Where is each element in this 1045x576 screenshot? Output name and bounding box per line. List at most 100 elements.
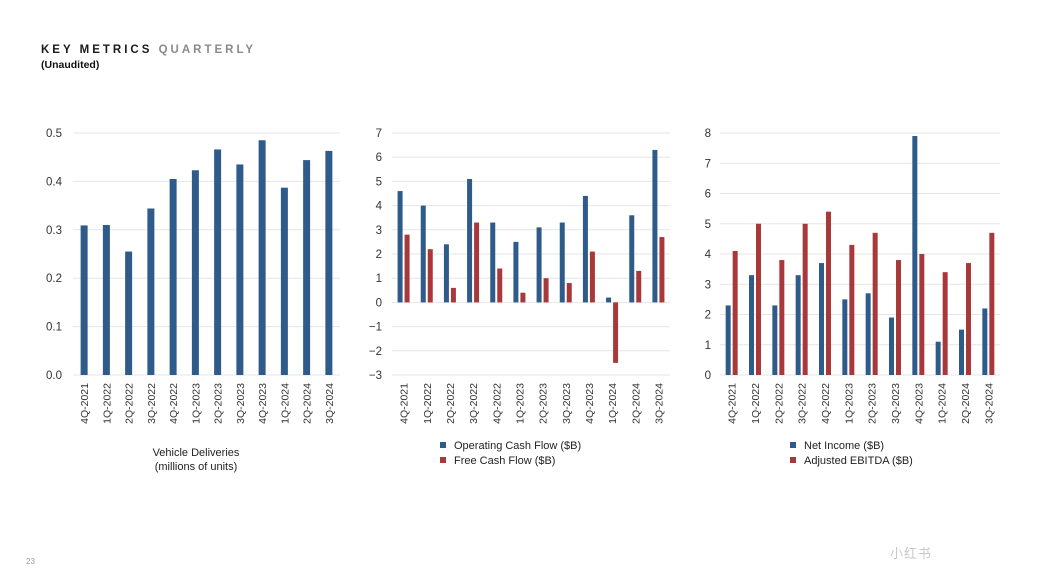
y-tick-label: −1	[369, 322, 382, 334]
x-tick-label: 3Q-2023	[890, 383, 902, 424]
watermark-logo: 小红书	[890, 546, 933, 561]
x-tick-label: 1Q-2023	[514, 383, 526, 424]
y-tick-label: 5	[376, 176, 382, 188]
bar	[490, 222, 496, 303]
x-tick-label: 4Q-2021	[727, 383, 739, 424]
x-tick-label: 1Q-2023	[190, 383, 202, 424]
bar	[732, 250, 738, 375]
bar	[652, 149, 658, 303]
bar	[802, 223, 808, 375]
bar	[80, 225, 88, 375]
bar	[397, 191, 403, 303]
page-number: 23	[26, 557, 35, 566]
x-tick-label: 4Q-2022	[491, 383, 503, 424]
bar	[629, 215, 635, 303]
page-header: KEY METRICS QUARTERLY (Unaudited)	[41, 44, 256, 71]
y-tick-label: 3	[705, 279, 711, 291]
title-secondary: QUARTERLY	[158, 44, 257, 56]
y-tick-label: 2	[705, 310, 711, 322]
bar	[795, 275, 801, 375]
x-tick-label: 2Q-2022	[773, 383, 785, 424]
bar	[896, 260, 901, 375]
x-tick-label: 2Q-2024	[302, 383, 314, 424]
y-tick-label: 4	[376, 201, 383, 213]
legend-label: Net Income ($B)	[804, 440, 884, 452]
title-primary: KEY METRICS	[41, 44, 153, 56]
legend-swatch	[790, 442, 796, 448]
y-tick-label: 0	[705, 370, 711, 382]
y-tick-label: 1	[376, 273, 382, 285]
legend-label: Adjusted EBITDA ($B)	[804, 455, 913, 467]
bar	[450, 287, 456, 303]
bar	[214, 149, 222, 375]
page-title: KEY METRICS QUARTERLY	[41, 44, 256, 56]
bar	[236, 164, 244, 375]
bar	[543, 278, 549, 303]
legend-label: Free Cash Flow ($B)	[454, 455, 555, 467]
x-tick-label: 3Q-2024	[983, 383, 995, 424]
x-tick-label: 2Q-2023	[213, 383, 225, 424]
x-tick-label: 3Q-2022	[468, 383, 480, 424]
y-tick-label: 0.3	[46, 225, 62, 237]
y-tick-label: 0.2	[46, 273, 62, 285]
bar	[749, 275, 754, 375]
bar	[826, 211, 831, 375]
y-tick-label: 6	[376, 152, 382, 164]
bar	[303, 160, 311, 375]
bar	[659, 237, 665, 303]
bar	[147, 208, 155, 375]
bar	[613, 302, 619, 363]
bar	[280, 187, 288, 375]
bar	[169, 178, 177, 375]
bar	[779, 260, 785, 375]
x-tick-label: 4Q-2022	[820, 383, 832, 424]
x-tick-label: 4Q-2023	[584, 383, 596, 424]
bar	[772, 305, 778, 375]
bar	[636, 270, 642, 303]
bar	[942, 272, 948, 375]
bar	[919, 254, 925, 375]
x-tick-label: 3Q-2023	[235, 383, 247, 424]
chart-caption: (millions of units)	[155, 461, 238, 473]
x-tick-label: 4Q-2021	[79, 383, 91, 424]
bar	[582, 195, 588, 303]
y-tick-label: 0.1	[46, 322, 62, 334]
bar	[889, 317, 894, 375]
x-tick-label: 3Q-2023	[561, 383, 573, 424]
x-tick-label: 3Q-2022	[797, 383, 809, 424]
bar	[325, 150, 333, 375]
x-tick-label: 2Q-2022	[124, 383, 136, 424]
x-tick-label: 3Q-2024	[324, 383, 336, 424]
bar	[258, 140, 266, 375]
y-tick-label: 4	[705, 249, 712, 261]
y-tick-label: −2	[369, 346, 382, 358]
x-tick-label: 2Q-2024	[630, 383, 642, 424]
bar	[589, 251, 595, 303]
bar	[443, 244, 449, 303]
x-tick-label: 1Q-2023	[843, 383, 855, 424]
bar	[513, 241, 519, 303]
bar	[606, 297, 612, 303]
legend-swatch	[790, 457, 796, 463]
bar	[536, 227, 542, 303]
x-tick-label: 1Q-2022	[422, 383, 434, 424]
bar	[912, 136, 918, 375]
bar	[102, 224, 110, 375]
bar	[191, 170, 199, 375]
bar	[559, 222, 565, 303]
y-tick-label: 0.5	[46, 128, 62, 140]
x-tick-label: 1Q-2024	[937, 383, 949, 424]
y-tick-label: 8	[705, 128, 711, 140]
x-tick-label: 3Q-2022	[146, 383, 158, 424]
y-tick-label: 2	[376, 249, 382, 261]
chart-caption: Vehicle Deliveries	[153, 447, 240, 459]
bar	[520, 292, 526, 303]
legend-label: Operating Cash Flow ($B)	[454, 440, 581, 452]
page-subtitle: (Unaudited)	[41, 59, 100, 71]
y-tick-label: 0.4	[46, 176, 63, 188]
legend-swatch	[440, 457, 446, 463]
bar	[982, 308, 988, 375]
